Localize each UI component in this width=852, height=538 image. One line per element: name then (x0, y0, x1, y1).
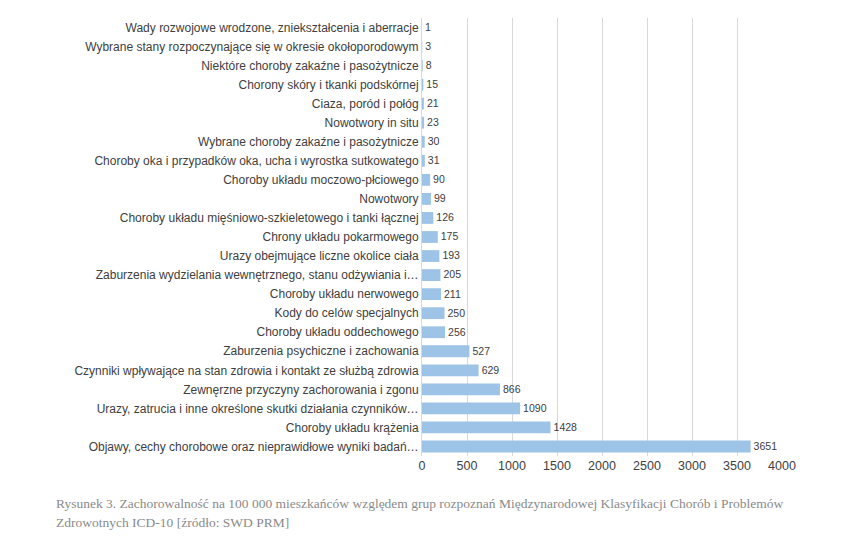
svg-text:Choroby układu krążenia: Choroby układu krążenia (286, 421, 419, 435)
svg-text:Choroby układu mięśniowo-szkie: Choroby układu mięśniowo-szkieletowego i… (120, 211, 419, 225)
svg-text:Nowotwory: Nowotwory (359, 192, 418, 206)
svg-text:Urazy, zatrucia i inne określo: Urazy, zatrucia i inne określone skutki … (97, 402, 419, 416)
svg-text:4000: 4000 (768, 459, 796, 473)
svg-text:2500: 2500 (633, 459, 661, 473)
svg-text:21: 21 (427, 97, 439, 109)
svg-text:15: 15 (426, 78, 438, 90)
svg-text:1500: 1500 (543, 459, 571, 473)
svg-text:126: 126 (436, 211, 454, 223)
svg-text:Urazy obejmujące liczne okolic: Urazy obejmujące liczne okolice ciała (220, 249, 419, 263)
html-text:Rysunek 3. Zachorowalność na 1: Rysunek 3. Zachorowalność na 100 000 mie… (56, 496, 784, 530)
svg-text:Choroby układu nerwowego: Choroby układu nerwowego (270, 287, 419, 301)
svg-text:Zaburzenia psychiczne i zachow: Zaburzenia psychiczne i zachowania (223, 344, 419, 358)
svg-text:30: 30 (428, 135, 440, 147)
svg-text:205: 205 (443, 268, 461, 280)
svg-text:23: 23 (427, 116, 439, 128)
svg-text:866: 866 (503, 383, 521, 395)
svg-text:Zewnęrzne przyczyny zachorowan: Zewnęrzne przyczyny zachorowania i zgonu (183, 383, 418, 397)
svg-text:3500: 3500 (723, 459, 751, 473)
svg-text:Chorony skóry i tkanki podskór: Chorony skóry i tkanki podskórnej (239, 78, 419, 92)
svg-text:2000: 2000 (588, 459, 616, 473)
svg-text:256: 256 (448, 326, 466, 338)
svg-text:629: 629 (482, 364, 500, 376)
svg-text:99: 99 (434, 192, 446, 204)
svg-text:Kody do celów specjalnych: Kody do celów specjalnych (275, 306, 419, 320)
svg-text:Choroby oka i przypadków oka,: Choroby oka i przypadków oka, ucha i wyr… (94, 154, 418, 168)
svg-text:527: 527 (472, 345, 490, 357)
svg-text:1000: 1000 (498, 459, 526, 473)
svg-text:1428: 1428 (554, 421, 578, 433)
svg-text:8: 8 (426, 59, 432, 71)
svg-text:Choroby układu moczowo-płciowe: Choroby układu moczowo-płciowego (223, 173, 419, 187)
svg-text:Choroby układu oddechowego: Choroby układu oddechowego (256, 325, 418, 339)
svg-text:Wybrane stany rozpoczynające s: Wybrane stany rozpoczynające się w okres… (85, 40, 418, 54)
svg-text:90: 90 (433, 173, 445, 185)
svg-text:211: 211 (444, 288, 461, 300)
svg-text:Objawy, cechy chorobowe oraz n: Objawy, cechy chorobowe oraz nieprawidło… (89, 440, 419, 454)
svg-text:Wady rozwojowe wrodzone, zniek: Wady rozwojowe wrodzone, zniekształcenia… (126, 21, 419, 35)
svg-text:0: 0 (419, 459, 426, 473)
svg-text:500: 500 (457, 459, 478, 473)
svg-text:Czynniki wpływające na stan zd: Czynniki wpływające na stan zdrowia i ko… (74, 364, 418, 378)
svg-text:Wybrane choroby zakaźne i paso: Wybrane choroby zakaźne i pasożytnicze (198, 135, 419, 149)
svg-text:250: 250 (448, 307, 466, 319)
svg-text:Nowotwory in situ: Nowotwory in situ (325, 116, 419, 130)
svg-text:Zaburzenia wydzielania wewnętr: Zaburzenia wydzielania wewnętrznego, sta… (96, 268, 419, 282)
svg-text:Ciaza, poród i połóg: Ciaza, poród i połóg (312, 97, 419, 111)
svg-text:1090: 1090 (523, 402, 547, 414)
svg-text:193: 193 (442, 249, 460, 261)
svg-text:1: 1 (425, 21, 431, 33)
svg-text:3: 3 (425, 40, 431, 52)
svg-text:3000: 3000 (678, 459, 706, 473)
svg-text:Niektóre choroby zakaźne i pas: Niektóre choroby zakaźne i pasożytnicze (201, 59, 419, 73)
svg-text:31: 31 (428, 154, 440, 166)
svg-text:175: 175 (441, 230, 459, 242)
svg-text:3651: 3651 (754, 440, 778, 452)
svg-text:Chrony układu pokarmowego: Chrony układu pokarmowego (263, 230, 419, 244)
